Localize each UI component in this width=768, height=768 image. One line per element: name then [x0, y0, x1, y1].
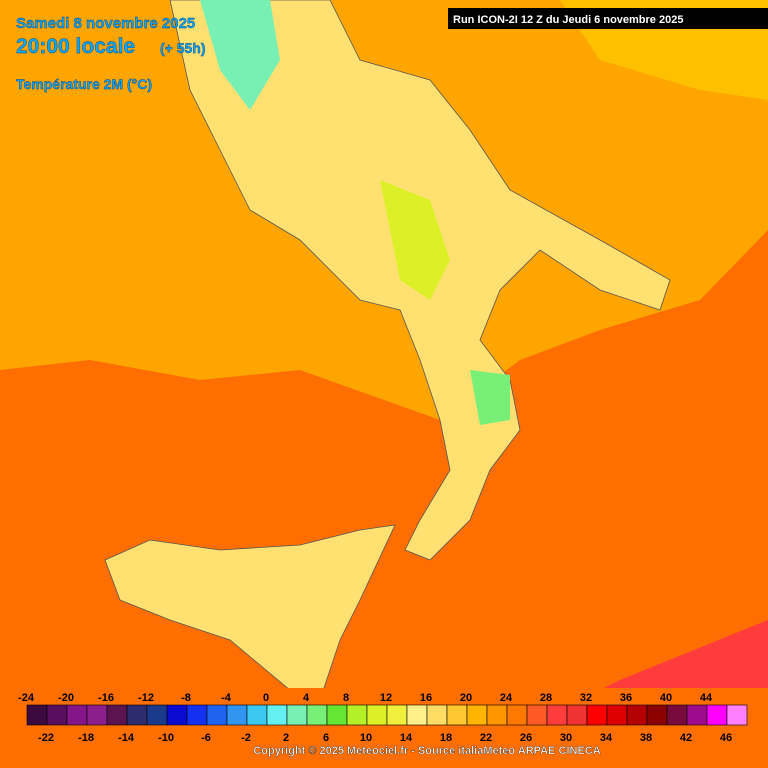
legend-label: -12 [138, 692, 154, 704]
legend-label: -16 [98, 692, 114, 704]
legend-label: 32 [580, 692, 592, 704]
legend-label: 12 [380, 692, 392, 704]
legend-swatch [126, 704, 148, 726]
legend-swatch [546, 704, 568, 726]
legend-label: 26 [520, 732, 532, 744]
copyright: Copyright © 2025 Meteociel.fr - Source i… [253, 745, 600, 757]
legend-label: 10 [360, 732, 372, 744]
legend-label: -6 [201, 732, 211, 744]
legend-label: 4 [303, 692, 310, 704]
legend-label: 28 [540, 692, 552, 704]
legend-swatch [386, 704, 408, 726]
time: 20:00 locale [16, 35, 135, 58]
sicily-land [104, 524, 396, 701]
cool-area [380, 180, 450, 300]
legend-swatch [506, 704, 528, 726]
legend-label: 44 [700, 692, 713, 704]
legend-swatch [306, 704, 328, 726]
legend-swatch [166, 704, 188, 726]
legend-label: 30 [560, 732, 572, 744]
legend-swatch [726, 704, 748, 726]
legend-swatch [326, 704, 348, 726]
legend-label: 46 [720, 732, 732, 744]
legend-swatch [146, 704, 168, 726]
date: Samedi 8 novembre 2025 [16, 15, 195, 32]
legend-swatch [106, 704, 128, 726]
legend-swatch [66, 704, 88, 726]
legend-label: -24 [18, 692, 35, 704]
legend-swatch [526, 704, 548, 726]
legend-label: -2 [241, 732, 251, 744]
legend-swatch [426, 704, 448, 726]
legend-swatch [286, 704, 308, 726]
legend-label: 0 [263, 692, 269, 704]
legend-swatch [486, 704, 508, 726]
legend-label: -18 [78, 732, 94, 744]
legend-swatch [646, 704, 668, 726]
legend-label: 18 [440, 732, 452, 744]
legend-swatch [266, 704, 288, 726]
legend-swatch [466, 704, 488, 726]
legend-swatch [666, 704, 688, 726]
legend-swatch [706, 704, 728, 726]
legend-label: 34 [600, 732, 613, 744]
cool-area [470, 370, 510, 425]
cold-area [200, 0, 280, 110]
legend-label: 20 [460, 692, 472, 704]
legend-label: 36 [620, 692, 632, 704]
legend-label: -22 [38, 732, 54, 744]
legend-label: 14 [400, 732, 413, 744]
legend-swatch [206, 704, 228, 726]
legend-label: 24 [500, 692, 513, 704]
variable: Température 2M (°C) [16, 76, 152, 92]
legend-swatch [366, 704, 388, 726]
run-info: Run ICON-2I 12 Z du Jeudi 6 novembre 202… [453, 14, 683, 26]
legend-label: 16 [420, 692, 432, 704]
legend-swatch [186, 704, 208, 726]
legend-label: 6 [323, 732, 329, 744]
legend-swatch [626, 704, 648, 726]
legend-label: 38 [640, 732, 652, 744]
legend-swatch [246, 704, 268, 726]
legend-label: -4 [221, 692, 232, 704]
legend-swatch [26, 704, 48, 726]
legend-swatch [446, 704, 468, 726]
legend-swatch [406, 704, 428, 726]
lead-time: (+ 55h) [160, 40, 206, 56]
legend-label: 2 [283, 732, 289, 744]
legend-swatch [686, 704, 708, 726]
legend-label: 40 [660, 692, 672, 704]
run-box [448, 8, 768, 29]
legend-label: 42 [680, 732, 692, 744]
legend-swatch [586, 704, 608, 726]
legend-label: -10 [158, 732, 174, 744]
legend-swatch [226, 704, 248, 726]
hot-area [600, 620, 768, 690]
legend-swatch [46, 704, 68, 726]
legend-label: -8 [181, 692, 191, 704]
legend-swatch [346, 704, 368, 726]
legend-swatch [566, 704, 588, 726]
legend-label: -14 [118, 732, 135, 744]
legend-label: 8 [343, 692, 349, 704]
legend-label: -20 [58, 692, 74, 704]
legend-background [0, 688, 768, 768]
legend-label: 22 [480, 732, 492, 744]
legend-swatch [606, 704, 628, 726]
legend-swatch [86, 704, 108, 726]
